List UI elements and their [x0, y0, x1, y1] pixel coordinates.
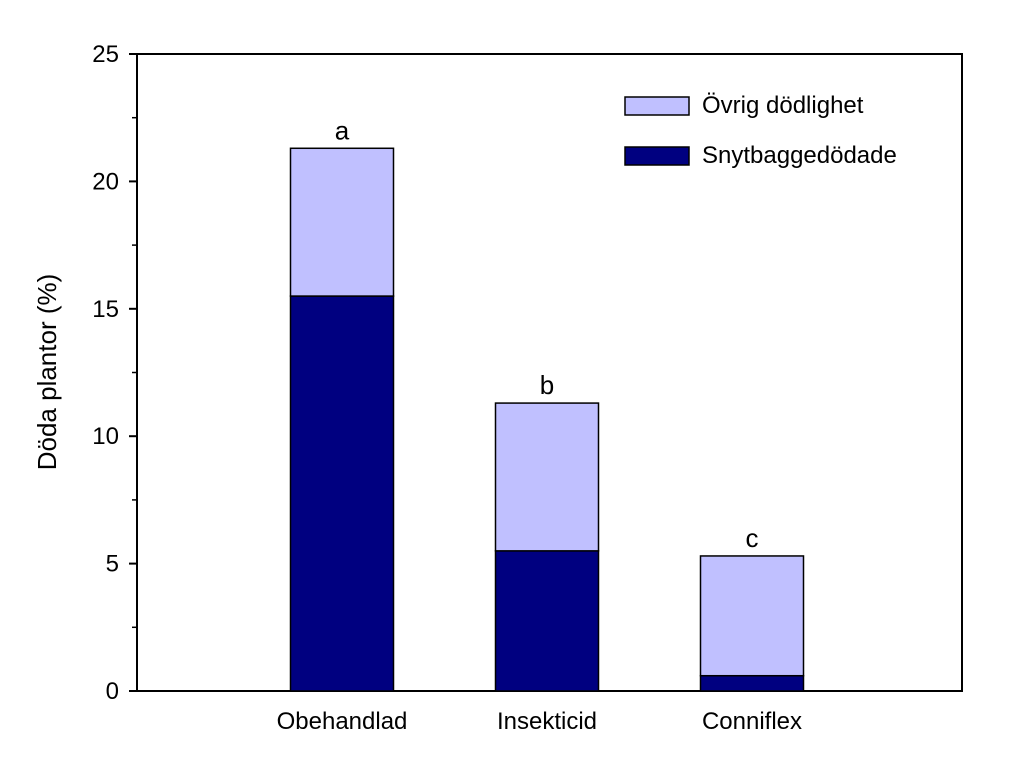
y-tick-label: 0	[106, 678, 119, 705]
x-axis: Obehandlad Insekticid Conniflex	[277, 708, 802, 735]
legend: Övrig dödlighet Snytbaggedödade	[624, 92, 897, 169]
significance-label: c	[746, 523, 759, 553]
y-tick-label: 5	[106, 551, 119, 578]
y-tick-label: 10	[92, 423, 119, 450]
bar-segment-ovrig-dodlighet	[289, 147, 395, 297]
legend-label: Snytbaggedödade	[702, 142, 897, 169]
legend-label: Övrig dödlighet	[702, 92, 864, 119]
x-tick-label: Insekticid	[497, 708, 597, 735]
bar-segment-ovrig-dodlighet	[699, 555, 805, 677]
bar-segment-snytbaggedodade	[494, 550, 600, 692]
bar-segment-ovrig-dodlighet	[494, 402, 600, 552]
y-axis: 0 5 10 15 20 25	[92, 41, 137, 705]
y-tick-label: 20	[92, 168, 119, 195]
x-tick-label: Obehandlad	[277, 708, 408, 735]
legend-swatch	[624, 96, 690, 116]
y-axis-title: Döda plantor (%)	[32, 274, 62, 471]
bars-layer	[289, 147, 805, 692]
bar-segment-snytbaggedodade	[289, 295, 395, 692]
x-tick-label: Conniflex	[702, 708, 802, 735]
legend-swatch	[624, 146, 690, 166]
bar-segment-snytbaggedodade	[699, 674, 805, 692]
y-tick-label: 25	[92, 41, 119, 68]
significance-label: a	[335, 115, 350, 145]
y-tick-label: 15	[92, 296, 119, 323]
significance-labels: a b c	[335, 115, 759, 553]
significance-label: b	[540, 370, 554, 400]
